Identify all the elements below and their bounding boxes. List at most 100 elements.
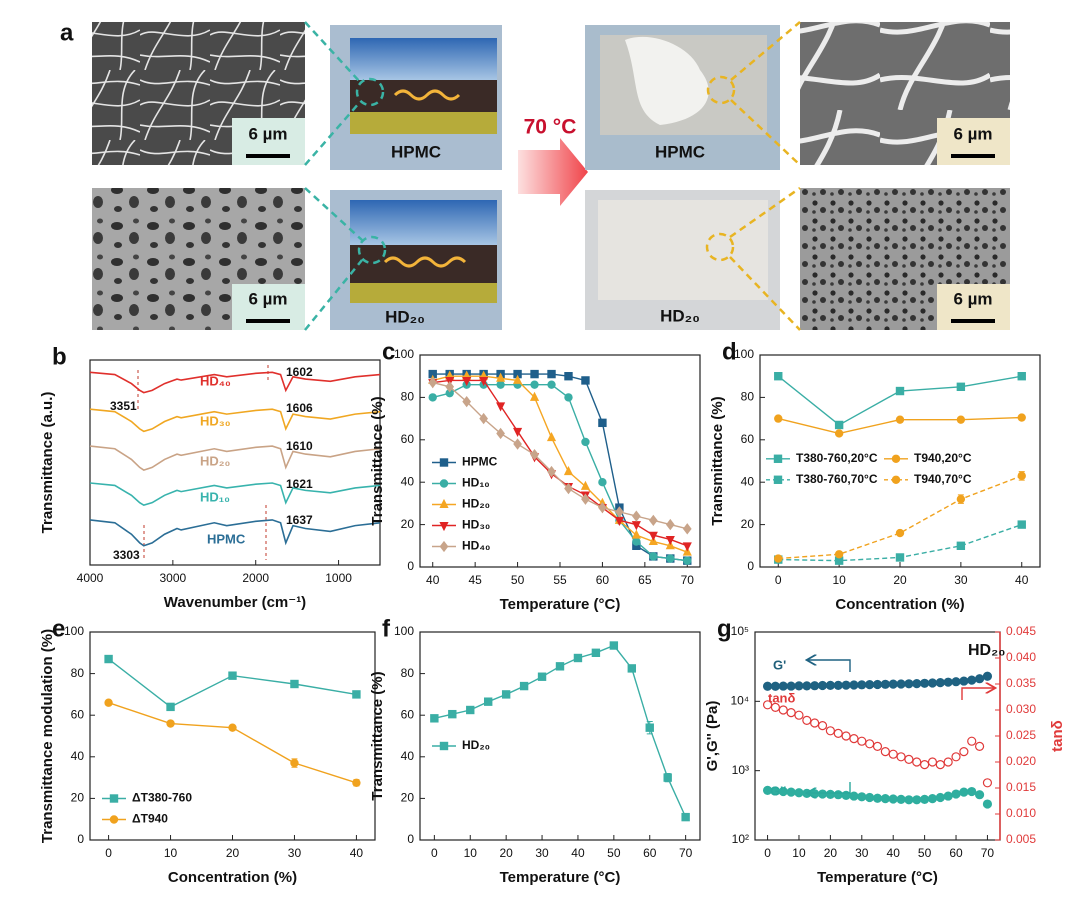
- marker: [774, 554, 783, 563]
- marker: [834, 429, 844, 438]
- marker: [591, 648, 601, 658]
- marker: [573, 653, 583, 663]
- x-axis-label: Wavenumber (cm⁻¹): [164, 594, 306, 611]
- marker: [555, 662, 565, 671]
- marker: [833, 728, 843, 739]
- marker: [872, 793, 883, 803]
- marker: [581, 493, 590, 505]
- marker: [865, 792, 875, 803]
- marker: [778, 705, 788, 715]
- x-tick-label: 60: [949, 846, 963, 860]
- marker: [794, 710, 804, 720]
- marker: [513, 427, 523, 437]
- annotation: 3303: [113, 548, 140, 562]
- marker: [762, 681, 773, 691]
- marker: [895, 553, 905, 562]
- marker: [920, 678, 930, 688]
- marker: [833, 680, 843, 690]
- y-tick-label: 40: [401, 474, 415, 488]
- marker: [920, 794, 930, 805]
- marker: [834, 420, 844, 430]
- y2-tick-label: 0.020: [1006, 754, 1036, 768]
- panel-label: f: [382, 615, 391, 642]
- y-tick-label: 80: [401, 666, 415, 680]
- marker: [631, 521, 641, 531]
- marker: [974, 674, 985, 684]
- marker: [479, 412, 488, 425]
- marker: [479, 376, 489, 387]
- marker: [529, 391, 540, 401]
- y2-tick-label: 0.045: [1006, 624, 1036, 638]
- marker: [786, 707, 796, 718]
- legend-label: T940,70°C: [914, 472, 972, 486]
- x-tick-label: 20: [893, 573, 907, 587]
- marker: [530, 380, 539, 389]
- x-tick-label: 30: [954, 573, 968, 587]
- marker: [935, 792, 945, 803]
- photo-label: HPMC: [391, 142, 441, 161]
- marker: [967, 786, 977, 797]
- photo: [330, 190, 502, 330]
- marker: [786, 681, 796, 691]
- y-tick-label: 80: [401, 390, 415, 404]
- x-tick-label: 50: [918, 846, 932, 860]
- x-tick-label: 70: [981, 846, 995, 860]
- marker: [290, 758, 299, 768]
- y2-tick-label: 0.030: [1006, 702, 1036, 716]
- series-label: HD₄₀: [200, 373, 231, 388]
- marker: [666, 554, 675, 563]
- y2-axis-label: tanδ: [1049, 720, 1066, 752]
- marker: [825, 680, 835, 690]
- marker: [956, 494, 966, 504]
- scale-bar-label: 6 µm: [953, 124, 992, 143]
- marker: [982, 799, 993, 809]
- marker: [547, 380, 556, 389]
- x-tick-label: 60: [596, 573, 610, 587]
- marker: [648, 531, 658, 541]
- y-tick-label: 80: [741, 390, 755, 404]
- x-tick-label: 10: [164, 846, 178, 860]
- marker: [912, 795, 922, 805]
- x-tick-label: 40: [426, 573, 440, 587]
- series-line: [432, 373, 688, 562]
- marker: [904, 795, 914, 805]
- marker: [841, 680, 851, 690]
- y2-tick-label: 0.015: [1006, 780, 1036, 794]
- marker: [563, 465, 574, 476]
- marker: [448, 709, 457, 719]
- legend-marker: [109, 815, 119, 824]
- marker: [865, 680, 875, 690]
- x-tick-label: 0: [105, 846, 112, 860]
- annotation: 1637: [286, 513, 313, 527]
- marker: [462, 376, 472, 387]
- legend-label: ΔT380-760: [132, 791, 192, 805]
- marker: [834, 550, 844, 559]
- marker: [857, 736, 867, 746]
- marker: [665, 535, 675, 546]
- marker: [967, 675, 977, 685]
- y-tick-label: 100: [394, 347, 414, 361]
- y-tick-label: 40: [741, 474, 755, 488]
- y-tick-label: 0: [747, 559, 754, 573]
- legend-marker: [773, 475, 783, 484]
- panel-label: a: [60, 19, 74, 46]
- marker: [290, 679, 299, 689]
- scale-bar-label: 6 µm: [248, 289, 287, 308]
- marker: [896, 752, 906, 762]
- x-tick-label: 4000: [77, 571, 104, 585]
- marker: [974, 741, 985, 752]
- x-tick-label: 20: [824, 846, 838, 860]
- marker: [896, 679, 906, 689]
- x-axis-label: Concentration (%): [168, 869, 297, 886]
- marker: [547, 465, 556, 478]
- x-tick-label: 20: [226, 846, 240, 860]
- legend-marker: [439, 522, 449, 532]
- x-tick-label: 70: [681, 573, 695, 587]
- marker: [632, 510, 641, 522]
- plot-frame: [419, 631, 701, 841]
- x-tick-label: 70: [679, 846, 693, 860]
- marker: [519, 681, 529, 691]
- marker: [428, 376, 438, 389]
- marker: [935, 678, 945, 688]
